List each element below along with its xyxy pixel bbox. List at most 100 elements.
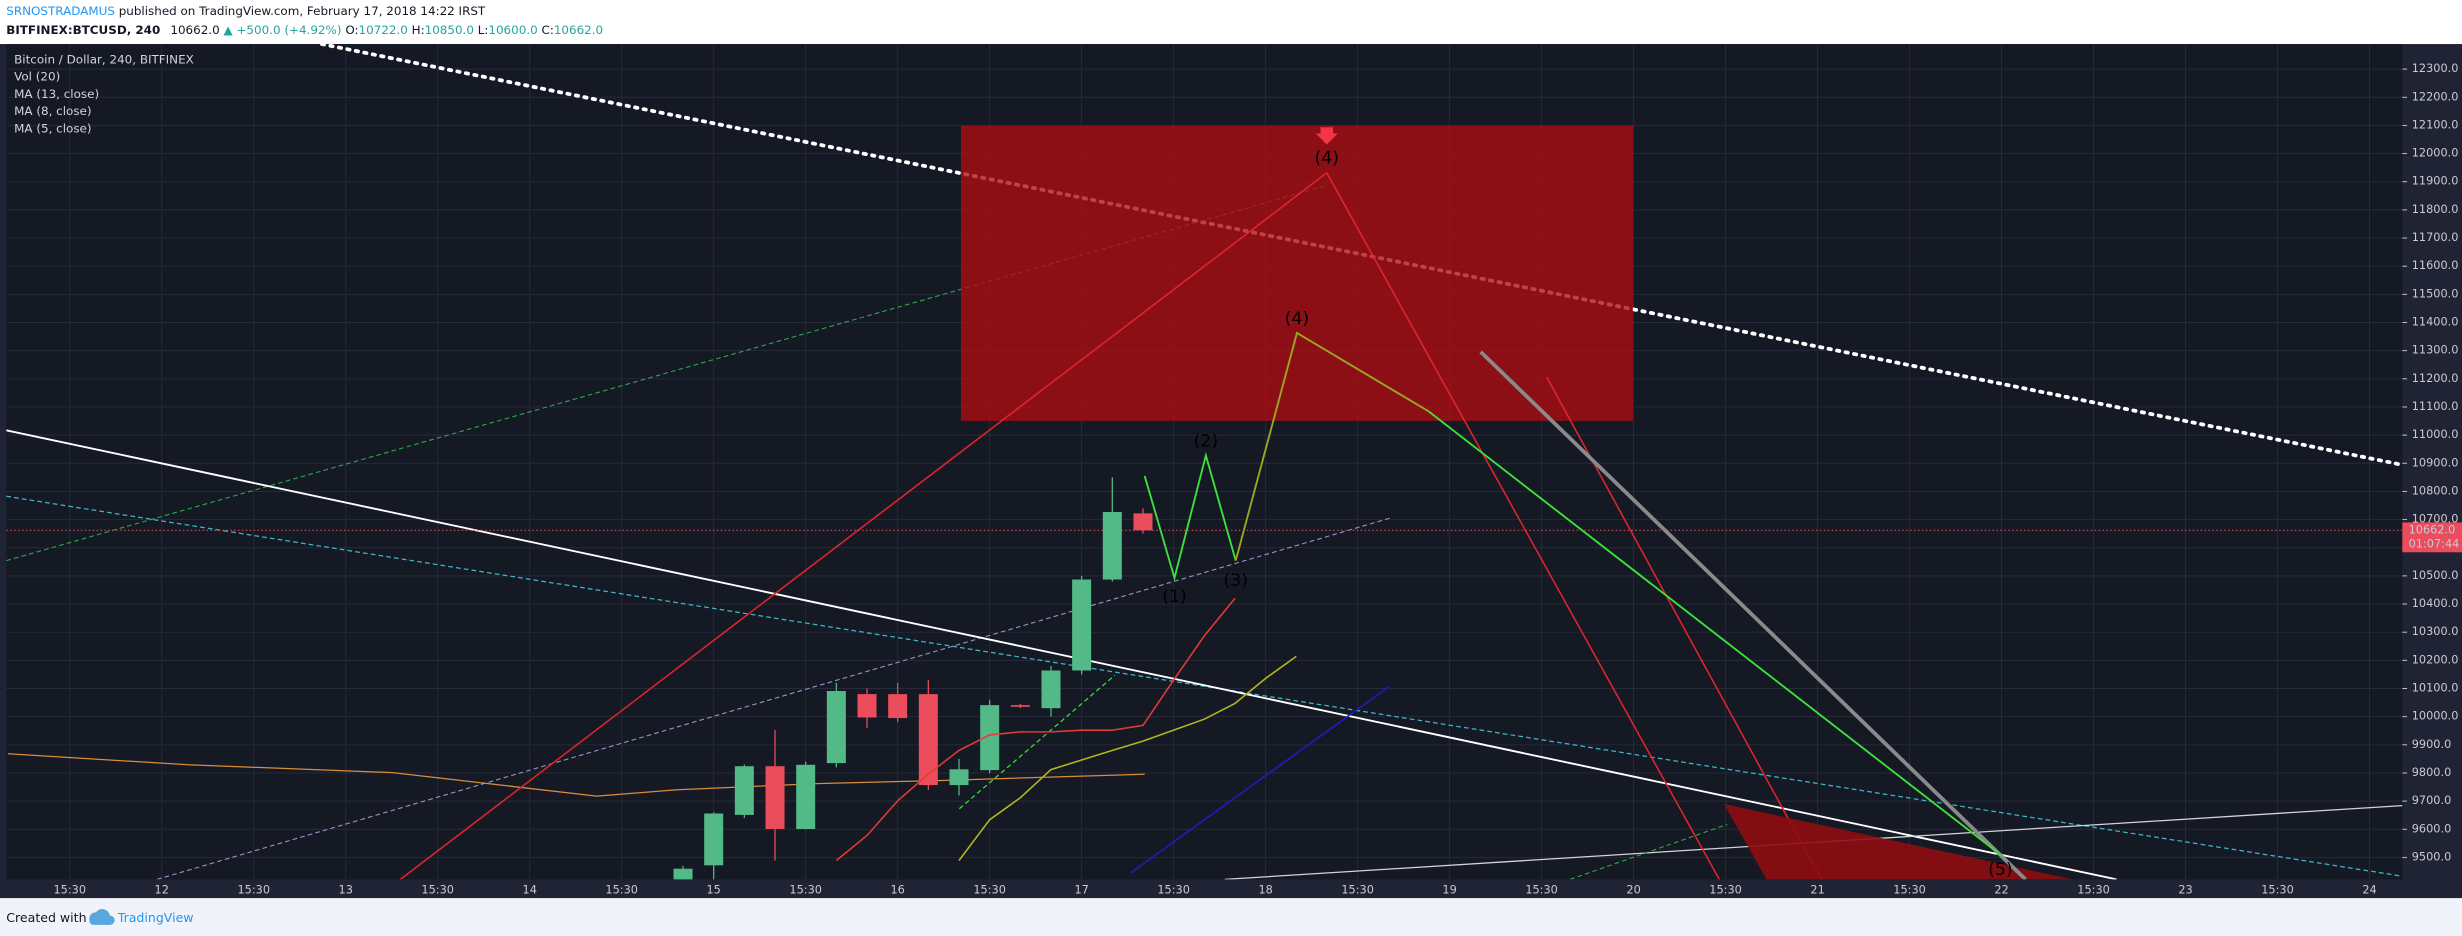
x-tick-label: 15:30 [53, 883, 86, 896]
last-price-badge [2402, 522, 2462, 553]
y-tick-label: 9500.0 [2412, 850, 2452, 863]
candle-body [888, 694, 908, 719]
x-tick-label: 15:30 [1893, 883, 1926, 896]
arrow-marker [1315, 127, 1338, 145]
candle-body [1072, 579, 1092, 671]
x-tick-label: 14 [523, 883, 537, 896]
wave-path [1143, 451, 1237, 582]
x-tick-label: 15:30 [1341, 883, 1374, 896]
ohlc-value: 10850.0 [425, 22, 474, 36]
y-tick-label: 10400.0 [2412, 597, 2459, 610]
candle-body [673, 868, 693, 880]
x-tick-label: 15:30 [2077, 883, 2110, 896]
last-price-label: 10662.0 [2409, 523, 2456, 536]
y-tick-label: 11600.0 [2412, 259, 2459, 272]
ohlc-value: 10600.0 [488, 22, 537, 36]
published: published on TradingView.com, February 1… [119, 4, 486, 18]
brand-logo [89, 909, 115, 925]
legend-entry: MA (5, close) [14, 121, 91, 135]
y-tick-label: 11900.0 [2412, 175, 2459, 188]
y-tick-label: 11700.0 [2412, 231, 2459, 244]
series-layer [6, 477, 2403, 880]
ohlc-key: O: [345, 22, 358, 36]
candle-body [826, 691, 846, 764]
y-tick-label: 9800.0 [2412, 766, 2452, 779]
x-tick-label: 17 [1074, 883, 1088, 896]
drawings [6, 44, 2403, 880]
y-tick-label: 9700.0 [2412, 794, 2452, 807]
x-tick-label: 23 [2178, 883, 2192, 896]
ma-line [958, 655, 1297, 861]
x-tick-label: 15:30 [789, 883, 822, 896]
wave-label: (4) [1285, 309, 1309, 329]
x-tick-label: 19 [1442, 883, 1456, 896]
channel-line [958, 674, 1116, 810]
wave-label: (2) [1194, 431, 1218, 451]
x-tick-label: 15:30 [973, 883, 1006, 896]
x-tick-label: 15:30 [605, 883, 638, 896]
y-tick-label: 10800.0 [2412, 484, 2459, 497]
y-tick-label: 9900.0 [2412, 738, 2452, 751]
y-tick-label: 11200.0 [2412, 372, 2459, 385]
symbol: BITFINEX:BTCUSD, 240 [6, 22, 160, 36]
legend: Vol (20) MA (13, close) MA (8, close) MA (5… [14, 70, 99, 136]
wave-path [1234, 331, 1430, 561]
x-tick-label: 24 [2362, 883, 2376, 896]
candle-body [1010, 705, 1030, 707]
channel-line [1569, 823, 1728, 880]
candle-body [949, 769, 969, 786]
candle-body [734, 766, 754, 815]
wave-label: (4) [1315, 149, 1339, 169]
x-tick-label: 15:30 [237, 883, 270, 896]
wave-label: (1) [1162, 587, 1186, 607]
ohlc-key: H: [412, 22, 425, 36]
x-tick-label: 15:30 [421, 883, 454, 896]
x-tick-label: 15:30 [1525, 883, 1558, 896]
brand-link[interactable]: TradingView [117, 910, 194, 925]
candle-body [796, 764, 816, 829]
candle-body [704, 813, 724, 866]
y-tick-label: 10500.0 [2412, 569, 2459, 582]
header-line-1: SRNOSTRADAMUS published on TradingView.c… [6, 4, 486, 18]
y-tick-label: 10900.0 [2412, 456, 2459, 469]
y-tick-label: 11800.0 [2412, 203, 2459, 216]
footer-bg [0, 898, 2462, 936]
y-tick-label: 11400.0 [2412, 315, 2459, 328]
candle-body [1041, 670, 1061, 709]
y-tick-label: 10300.0 [2412, 625, 2459, 638]
x-tick-label: 22 [1994, 883, 2008, 896]
y-tick-label: 11500.0 [2412, 287, 2459, 300]
header-line-2: BITFINEX:BTCUSD, 240 10662.0 ▲ +500.0 (+… [6, 22, 603, 36]
grid-layer [6, 44, 2403, 880]
target-zone [960, 125, 1633, 421]
y-tick-label: 12100.0 [2412, 118, 2459, 131]
candle-body [980, 705, 1000, 771]
chart-title: Bitcoin / Dollar, 240, BITFINEX [14, 52, 194, 66]
candle-body [857, 694, 877, 718]
countdown-label: 01:07:44 [2409, 537, 2460, 550]
x-tick-label: 13 [339, 883, 353, 896]
author[interactable]: SRNOSTRADAMUS [6, 4, 115, 18]
x-tick-label: 15 [707, 883, 721, 896]
x-tick-label: 12 [155, 883, 169, 896]
x-tick-label: 18 [1258, 883, 1272, 896]
x-tick-label: 15:30 [1157, 883, 1190, 896]
ma-line [835, 597, 1236, 862]
y-tick-label: 12200.0 [2412, 90, 2459, 103]
footer-text: Created with [6, 910, 86, 925]
y-tick-label: 10100.0 [2412, 681, 2459, 694]
y-tick-label: 10700.0 [2412, 513, 2459, 526]
x-tick-label: 15:30 [2261, 883, 2294, 896]
y-tick-label: 10200.0 [2412, 653, 2459, 666]
candle-body [765, 766, 785, 829]
ohlc-key: C: [542, 22, 554, 36]
ohlc-value: 10722.0 [359, 22, 408, 36]
y-tick-label: 9600.0 [2412, 822, 2452, 835]
ohlc-value: 10662.0 [554, 22, 603, 36]
projection-line [1479, 350, 2027, 880]
x-tick-label: 15:30 [1709, 883, 1742, 896]
channel-line [6, 184, 1327, 562]
channel-line [156, 517, 1390, 880]
y-tick-label: 12300.0 [2412, 62, 2459, 75]
